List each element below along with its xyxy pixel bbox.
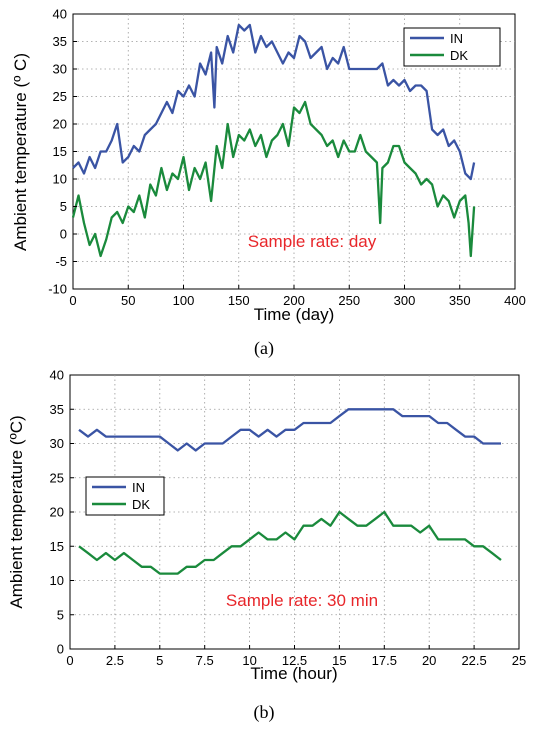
y-tick-label-b: 15 <box>50 539 64 554</box>
panel-a: 0 50 100 150 200 250 300 350 400-10-505101520253… <box>11 7 526 360</box>
x-tick-label-a: 150 <box>228 293 250 308</box>
legend-b: IN DK <box>86 477 164 515</box>
x-tick-label-a: 250 <box>338 293 360 308</box>
y-tick-label-a: 15 <box>53 144 67 159</box>
x-tick-label-a: 400 <box>504 293 526 308</box>
y-tick-label-b: 20 <box>50 505 64 520</box>
y-axis-label-b: Ambient temperature (ºC) <box>7 415 26 608</box>
y-tick-label-a: 30 <box>53 62 67 77</box>
y-tick-label-b: 0 <box>57 642 64 657</box>
legend-label-in-b: IN <box>132 480 145 495</box>
x-tick-label-b: 2.5 <box>106 653 124 668</box>
y-tick-label-b: 10 <box>50 573 64 588</box>
y-tick-label-a: -10 <box>48 282 67 297</box>
x-axis-label-b: Time (hour) <box>250 664 337 683</box>
y-tick-label-a: 10 <box>53 172 67 187</box>
x-tick-label-b: 22.5 <box>461 653 486 668</box>
legend-box-b <box>86 477 164 515</box>
x-tick-label-b: 7.5 <box>196 653 214 668</box>
x-tick-label-b: 20 <box>422 653 436 668</box>
y-tick-label-a: 35 <box>53 34 67 49</box>
x-tick-label-a: 350 <box>449 293 471 308</box>
x-tick-label-b: 0 <box>66 653 73 668</box>
x-tick-label-a: 50 <box>121 293 135 308</box>
panel-caption-b: (b) <box>254 702 275 723</box>
legend-a: IN DK <box>404 28 500 66</box>
panel-b: 0 2.5 5 7.5 10 12.5 15 17.5 20 22.5 25051015202530… <box>7 368 526 724</box>
y-tick-label-b: 30 <box>50 436 64 451</box>
legend-label-dk-b: DK <box>132 497 150 512</box>
legend-label-in-a: IN <box>450 31 463 46</box>
y-tick-label-a: 5 <box>60 199 67 214</box>
x-tick-label-b: 25 <box>512 653 526 668</box>
y-tick-label-b: 25 <box>50 470 64 485</box>
x-tick-label-a: 100 <box>173 293 195 308</box>
x-tick-label-b: 17.5 <box>372 653 397 668</box>
legend-label-dk-a: DK <box>450 48 468 63</box>
y-tick-label-b: 35 <box>50 402 64 417</box>
annotation-a: Sample rate: day <box>248 232 377 251</box>
y-tick-label-a: 25 <box>53 89 67 104</box>
y-tick-label-a: -5 <box>55 254 67 269</box>
y-tick-label-a: 40 <box>53 7 67 22</box>
x-tick-label-a: 0 <box>69 293 76 308</box>
y-tick-label-b: 5 <box>57 607 64 622</box>
annotation-b: Sample rate: 30 min <box>226 591 378 610</box>
x-tick-label-a: 300 <box>394 293 416 308</box>
y-tick-label-a: 0 <box>60 227 67 242</box>
y-tick-label-b: 40 <box>50 368 64 383</box>
x-tick-label-b: 5 <box>156 653 163 668</box>
y-tick-label-a: 20 <box>53 117 67 132</box>
panel-caption-a: (a) <box>254 338 274 359</box>
x-axis-label-a: Time (day) <box>254 305 335 324</box>
y-axis-label-a: Ambient temperature (º C) <box>11 53 30 251</box>
